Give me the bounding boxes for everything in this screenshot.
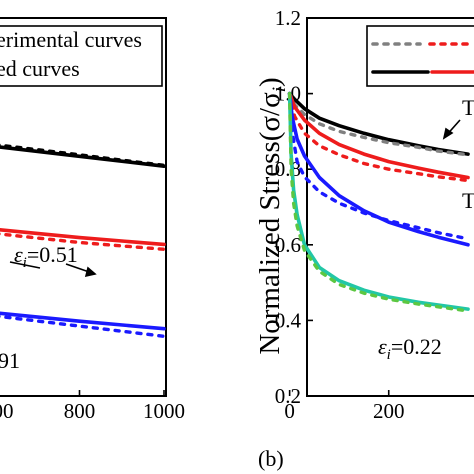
panel-b-plot-frame [306,17,474,397]
arrow-head [442,127,454,140]
panel-a-legend-box [0,25,163,87]
arrow-line [9,261,41,269]
panel-a: 00 800 1000 erimental curves ed curves εi=… [0,17,185,423]
series-line-a-4 [0,311,166,331]
series-line-b-2 [287,91,470,180]
annotation-strain-051: εi=0.51 [14,242,78,271]
series-line-b-5 [287,91,470,241]
x-tick-label: 200 [373,399,405,423]
x-tick-label: 00 [0,399,14,423]
y-tick-label: 1.2 [275,6,301,30]
series-line-a-3 [0,232,166,251]
y-tick-label: 0.6 [275,233,301,257]
x-tick-label: 0 [284,399,295,423]
annotation-temperature-1: T [462,95,474,120]
panel-b-legend [366,25,474,87]
series-line-a-2 [0,227,166,247]
x-tick-label: 1000 [143,399,185,423]
arrow-head [84,266,97,278]
panel-a-legend: erimental curves ed curves [0,25,163,87]
series-line-b-4 [287,91,470,247]
panel-a-arrows [9,261,97,278]
panel-a-plot-frame [0,17,167,397]
annotation-strain-022: εi=0.22 [378,334,442,363]
y-tick-label: 0.4 [275,308,302,332]
panel-b-caption: (b) [258,446,284,471]
series-line-b-3 [287,91,470,183]
legend-entry-predicted: ed curves [0,56,80,81]
panel-b-legend-box [366,25,474,87]
series-line-b-6 [287,91,470,311]
panel-b-arrows [442,119,461,140]
y-axis-title: Normalized Stress(σ/σi) [254,77,290,354]
series-line-b-1 [287,91,470,157]
series-line-b-7 [287,91,470,313]
annotation-strain-091: 91 [0,348,20,373]
annotation-temperature-2: T [462,188,474,213]
y-tick-label: 0.2 [275,384,301,408]
legend-entry-experimental: erimental curves [0,27,142,52]
x-tick-label: 800 [64,399,96,423]
series-line-a-5 [0,314,166,338]
series-line-a-1 [0,143,166,168]
